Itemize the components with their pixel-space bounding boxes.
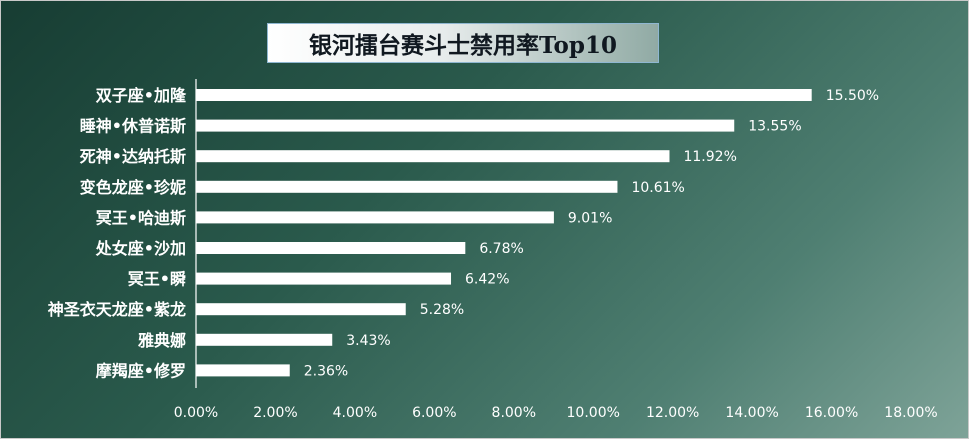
category-label: 摩羯座•修罗: [96, 361, 186, 380]
category-label: 处女座•沙加: [95, 239, 186, 258]
x-tick-label: 2.00%: [253, 405, 297, 421]
x-tick-label: 6.00%: [412, 405, 456, 421]
x-tick-label: 18.00%: [884, 405, 937, 421]
chart-title-text: 银河擂台赛斗士禁用率Top10: [309, 32, 617, 59]
category-label: 双子座•加隆: [96, 86, 187, 105]
x-tick-label: 16.00%: [805, 405, 858, 421]
category-label: 冥王•瞬: [128, 270, 186, 289]
bar: [196, 150, 670, 163]
data-label: 6.42%: [465, 272, 509, 288]
x-tick-label: 14.00%: [725, 405, 778, 421]
bar: [196, 333, 333, 346]
bar: [196, 303, 406, 316]
category-label: 神圣衣天龙座•紫龙: [48, 300, 186, 319]
data-label: 5.28%: [420, 302, 464, 318]
chart-title: 银河擂台赛斗士禁用率Top10: [267, 23, 659, 63]
data-label: 13.55%: [748, 119, 801, 135]
bar: [196, 364, 290, 377]
x-tick-label: 12.00%: [646, 405, 699, 421]
bar: [196, 211, 554, 224]
data-label: 15.50%: [826, 88, 879, 104]
category-label: 睡神•休普诺斯: [80, 117, 186, 136]
x-tick-label: 8.00%: [492, 405, 536, 421]
category-label: 变色龙座•珍妮: [80, 178, 186, 197]
bar: [196, 180, 618, 193]
bar: [196, 272, 452, 285]
data-label: 6.78%: [479, 241, 523, 257]
data-label: 11.92%: [683, 149, 736, 165]
category-label: 死神•达纳托斯: [80, 147, 186, 166]
data-label: 2.36%: [304, 363, 348, 379]
category-label: 冥王•哈迪斯: [96, 208, 186, 227]
x-tick-label: 10.00%: [567, 405, 620, 421]
data-label: 3.43%: [346, 333, 390, 349]
category-label: 雅典娜: [137, 331, 186, 350]
data-label: 9.01%: [568, 210, 612, 226]
bar: [196, 89, 812, 101]
data-label: 10.61%: [631, 180, 684, 196]
x-tick-label: 0.00%: [174, 405, 218, 421]
bar: [196, 119, 735, 132]
bar: [196, 242, 466, 254]
x-tick-label: 4.00%: [333, 405, 377, 421]
